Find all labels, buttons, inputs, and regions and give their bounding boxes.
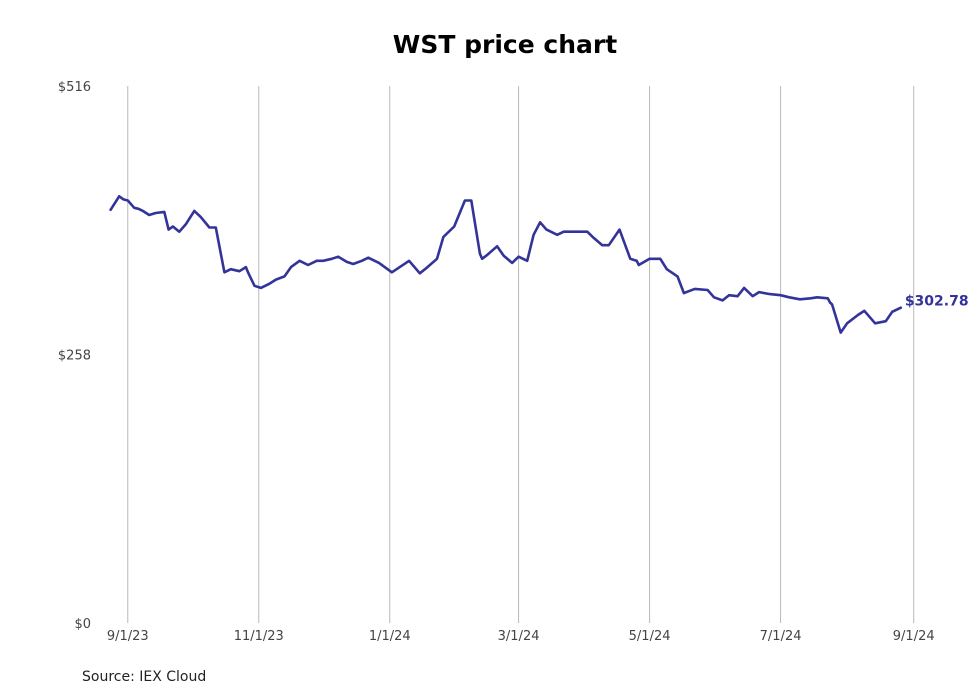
y-axis-ticks: $0 $258 $516 — [58, 80, 91, 632]
x-tick-label: 9/1/24 — [893, 629, 935, 644]
gridlines — [127, 86, 915, 623]
y-tick-label: $258 — [58, 349, 91, 364]
source-note: Source: IEX Cloud — [82, 669, 207, 685]
y-tick-label: $516 — [58, 80, 91, 95]
x-tick-label: 7/1/24 — [760, 629, 802, 644]
price-series-line — [109, 195, 903, 334]
x-tick-label: 5/1/24 — [629, 629, 671, 644]
x-axis-ticks: 9/1/23 11/1/23 1/1/24 3/1/24 5/1/24 7/1/24 9/1… — [107, 629, 935, 644]
x-tick-label: 3/1/24 — [498, 629, 540, 644]
x-tick-label: 9/1/23 — [107, 629, 149, 644]
last-value-label: $302.78 — [905, 294, 969, 310]
x-tick-label: 1/1/24 — [369, 629, 411, 644]
chart-title: WST price chart — [392, 30, 618, 59]
x-tick-label: 11/1/23 — [234, 629, 284, 644]
y-tick-label: $0 — [74, 617, 91, 632]
